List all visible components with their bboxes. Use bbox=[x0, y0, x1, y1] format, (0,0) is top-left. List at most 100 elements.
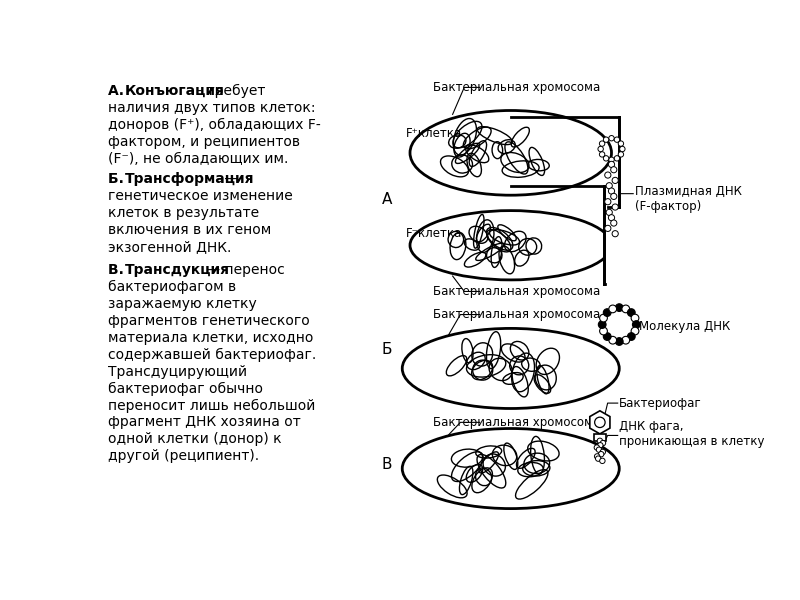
Text: генетическое изменение: генетическое изменение bbox=[108, 189, 293, 203]
Text: —: — bbox=[220, 172, 238, 186]
Circle shape bbox=[599, 141, 605, 146]
Circle shape bbox=[603, 332, 611, 340]
Circle shape bbox=[615, 304, 623, 311]
Circle shape bbox=[614, 155, 620, 161]
Text: фактором, и реципиентов: фактором, и реципиентов bbox=[108, 135, 300, 149]
Text: материала клетки, исходно: материала клетки, исходно bbox=[108, 331, 313, 345]
Circle shape bbox=[598, 451, 604, 457]
Circle shape bbox=[599, 152, 605, 157]
Text: Конъюгация: Конъюгация bbox=[125, 83, 225, 98]
Text: Плазмидная ДНК
(F-фактор): Плазмидная ДНК (F-фактор) bbox=[634, 185, 742, 213]
Circle shape bbox=[609, 136, 614, 141]
Polygon shape bbox=[594, 434, 606, 441]
Text: Бактериальная хромосома: Бактериальная хромосома bbox=[434, 81, 601, 94]
Circle shape bbox=[600, 449, 606, 455]
Circle shape bbox=[605, 199, 611, 205]
Circle shape bbox=[600, 314, 607, 322]
Text: клеток в результате: клеток в результате bbox=[108, 206, 259, 220]
Circle shape bbox=[612, 178, 618, 184]
Circle shape bbox=[610, 220, 617, 226]
Ellipse shape bbox=[410, 110, 611, 195]
Text: В: В bbox=[382, 457, 392, 472]
Text: Молекула ДНК: Молекула ДНК bbox=[638, 320, 730, 332]
Circle shape bbox=[608, 161, 614, 167]
Text: фрагмент ДНК хозяина от: фрагмент ДНК хозяина от bbox=[108, 415, 301, 430]
Text: Трансдукция: Трансдукция bbox=[125, 263, 230, 277]
Circle shape bbox=[618, 141, 624, 146]
Circle shape bbox=[609, 337, 617, 344]
Circle shape bbox=[627, 332, 635, 340]
Circle shape bbox=[622, 305, 630, 313]
Circle shape bbox=[606, 182, 612, 189]
Text: В.: В. bbox=[108, 263, 129, 277]
Text: фрагментов генетического: фрагментов генетического bbox=[108, 314, 310, 328]
FancyBboxPatch shape bbox=[604, 186, 619, 284]
Text: Трансформация: Трансформация bbox=[125, 172, 254, 186]
Text: ДНК фага,
проникающая в клетку: ДНК фага, проникающая в клетку bbox=[619, 420, 765, 448]
Polygon shape bbox=[590, 411, 610, 434]
Text: (F⁻), не обладающих им.: (F⁻), не обладающих им. bbox=[108, 152, 288, 166]
Circle shape bbox=[603, 309, 611, 316]
Circle shape bbox=[612, 230, 618, 237]
Circle shape bbox=[598, 321, 606, 328]
Circle shape bbox=[595, 456, 601, 461]
Circle shape bbox=[631, 314, 639, 322]
Circle shape bbox=[603, 137, 609, 142]
Circle shape bbox=[620, 146, 625, 152]
Circle shape bbox=[615, 338, 623, 346]
Circle shape bbox=[609, 305, 617, 313]
Ellipse shape bbox=[410, 211, 611, 280]
Text: включения в их геном: включения в их геном bbox=[108, 223, 271, 237]
Text: F⁻клетка: F⁻клетка bbox=[406, 227, 462, 240]
Text: другой (реципиент).: другой (реципиент). bbox=[108, 449, 259, 463]
Ellipse shape bbox=[402, 428, 619, 509]
Circle shape bbox=[614, 137, 620, 142]
Text: - требует: - требует bbox=[193, 83, 266, 98]
Circle shape bbox=[631, 327, 639, 335]
Ellipse shape bbox=[402, 328, 619, 409]
Circle shape bbox=[633, 321, 640, 328]
Text: бактериофаг обычно: бактериофаг обычно bbox=[108, 382, 262, 395]
Text: Бактериальная хромосома: Бактериальная хромосома bbox=[434, 416, 601, 429]
Circle shape bbox=[596, 447, 602, 452]
Text: Бактериальная хромосома: Бактериальная хромосома bbox=[434, 308, 601, 321]
Text: содержавшей бактериофаг.: содержавшей бактериофаг. bbox=[108, 347, 316, 362]
Circle shape bbox=[608, 215, 614, 221]
Circle shape bbox=[627, 309, 635, 316]
Text: F⁺клетка: F⁺клетка bbox=[406, 127, 462, 140]
Circle shape bbox=[598, 443, 603, 448]
Circle shape bbox=[610, 193, 617, 199]
Text: экзогенной ДНК.: экзогенной ДНК. bbox=[108, 240, 231, 254]
Text: Б: Б bbox=[382, 341, 392, 356]
Circle shape bbox=[609, 157, 614, 163]
Circle shape bbox=[610, 167, 617, 173]
Text: Бактериофаг: Бактериофаг bbox=[619, 397, 702, 410]
Text: доноров (F⁺), обладающих F-: доноров (F⁺), обладающих F- bbox=[108, 118, 321, 132]
Circle shape bbox=[597, 438, 602, 443]
Text: — перенос: — перенос bbox=[202, 263, 285, 277]
Circle shape bbox=[600, 440, 606, 446]
Circle shape bbox=[598, 146, 603, 152]
Text: Б.: Б. bbox=[108, 172, 129, 186]
Text: А.: А. bbox=[108, 83, 129, 98]
Text: переносит лишь небольшой: переносит лишь небольшой bbox=[108, 398, 315, 413]
Circle shape bbox=[600, 458, 605, 464]
Circle shape bbox=[594, 454, 600, 459]
Circle shape bbox=[622, 337, 630, 344]
Circle shape bbox=[603, 155, 609, 161]
Circle shape bbox=[608, 188, 614, 194]
Circle shape bbox=[606, 209, 612, 215]
Circle shape bbox=[612, 204, 618, 210]
Text: Трансдуцирующий: Трансдуцирующий bbox=[108, 365, 247, 379]
Circle shape bbox=[605, 172, 611, 178]
Text: Бактериальная хромосома: Бактериальная хромосома bbox=[434, 285, 601, 298]
Text: А: А bbox=[382, 191, 392, 206]
Circle shape bbox=[605, 225, 611, 232]
Text: заражаемую клетку: заражаемую клетку bbox=[108, 297, 257, 311]
Circle shape bbox=[600, 327, 607, 335]
Text: одной клетки (донор) к: одной клетки (донор) к bbox=[108, 433, 282, 446]
Text: наличия двух типов клеток:: наличия двух типов клеток: bbox=[108, 101, 315, 115]
Circle shape bbox=[618, 152, 624, 157]
Circle shape bbox=[594, 445, 599, 450]
Text: бактериофагом в: бактериофагом в bbox=[108, 280, 236, 294]
